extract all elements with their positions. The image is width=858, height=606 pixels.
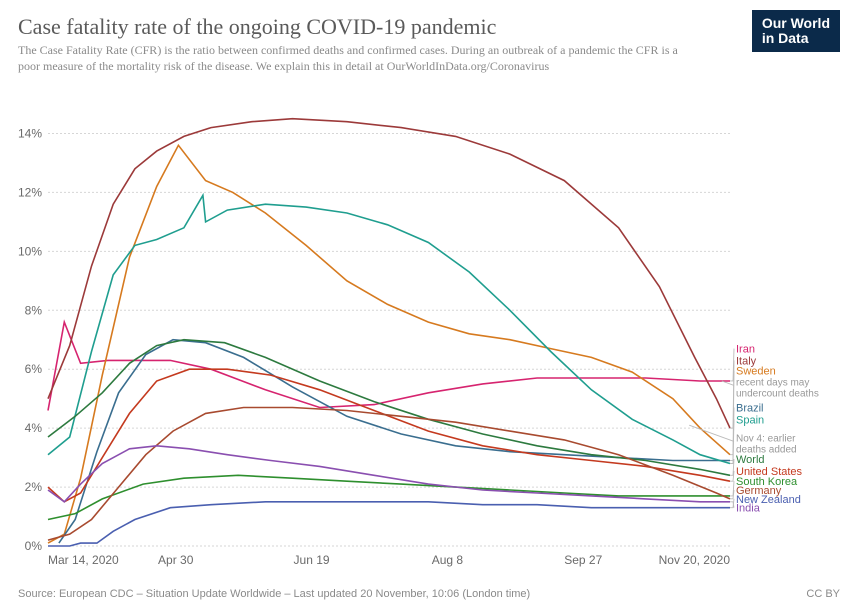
source-text: Source: European CDC – Situation Update …: [18, 588, 530, 600]
series-line: [48, 408, 730, 541]
x-tick-label: Nov 20, 2020: [659, 553, 731, 567]
logo-line-2: in Data: [762, 30, 809, 46]
series-label: Iran: [736, 344, 755, 356]
chart-annotation: Nov 4: earlier: [736, 433, 796, 444]
series-line: [48, 446, 730, 502]
y-tick-label: 12%: [18, 185, 42, 199]
series-line: [59, 340, 730, 543]
chart-footer: Source: European CDC – Situation Update …: [18, 588, 840, 600]
series-label: Spain: [736, 414, 764, 426]
line-chart: 0% 2% 4% 6% 8% 10% 12% 14% recent days mayunder…: [0, 96, 858, 578]
series-line: [48, 195, 730, 463]
x-tick-label: Apr 30: [158, 553, 194, 567]
series-label: India: [736, 503, 761, 515]
series-label: Brazil: [736, 403, 764, 415]
x-tick-label: Sep 27: [564, 553, 602, 567]
owid-logo: Our World in Data: [752, 10, 840, 52]
series-line: [48, 322, 730, 410]
y-tick-label: 14%: [18, 126, 42, 140]
series-line: [48, 502, 730, 546]
x-tick-label: Aug 8: [432, 553, 464, 567]
chart-header: Our World in Data Case fatality rate of …: [0, 0, 858, 80]
x-tick-label: Jun 19: [294, 553, 330, 567]
x-tick-label: Mar 14, 2020: [48, 553, 119, 567]
y-tick-label: 0%: [25, 539, 43, 553]
chart-annotation: undercount deaths: [736, 388, 819, 399]
chart-annotation: recent days may: [736, 377, 809, 388]
series-line: [48, 119, 730, 428]
y-tick-label: 2%: [25, 480, 43, 494]
y-tick-label: 10%: [18, 244, 42, 258]
series-label: World: [736, 454, 765, 466]
y-tick-label: 6%: [25, 362, 43, 376]
license-text: CC BY: [806, 588, 840, 600]
chart-subtitle: The Case Fatality Rate (CFR) is the rati…: [18, 42, 698, 74]
y-tick-label: 8%: [25, 303, 43, 317]
logo-line-1: Our World: [762, 15, 830, 31]
chart-area: 0% 2% 4% 6% 8% 10% 12% 14% recent days mayunder…: [0, 96, 858, 578]
chart-title: Case fatality rate of the ongoing COVID-…: [18, 14, 840, 40]
y-tick-label: 4%: [25, 421, 43, 435]
series-label: Sweden: [736, 366, 776, 378]
series-line: [48, 369, 730, 502]
